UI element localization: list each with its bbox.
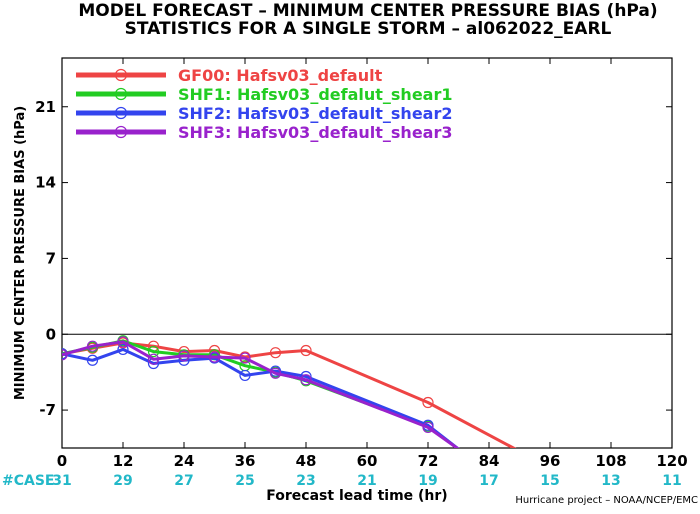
case-count: 29	[113, 473, 132, 489]
legend-marker	[114, 106, 128, 120]
x-tick-label: 96	[540, 452, 561, 470]
x-tick-label: 48	[296, 452, 317, 470]
case-count: 17	[479, 473, 498, 489]
series-point-4	[62, 349, 68, 361]
case-count: 11	[662, 473, 681, 489]
x-tick-label: 120	[656, 452, 687, 470]
x-tick-label: 12	[113, 452, 134, 470]
legend-entry: SHF1: Hafsv03_defalut_shear1	[178, 85, 452, 104]
legend-entry: SHF2: Hafsv03_default_shear2	[178, 104, 452, 123]
legend-entry: SHF3: Hafsv03_default_shear3	[178, 123, 452, 142]
series-point-4	[239, 352, 251, 364]
case-count: 23	[296, 473, 315, 489]
x-tick-label: 84	[479, 452, 500, 470]
credit-text: Hurricane project – NOAA/NCEP/EMC	[515, 495, 698, 506]
case-count: 31	[52, 473, 71, 489]
case-count: 13	[601, 473, 620, 489]
y-axis-ticks: -7 0 7 14 21	[35, 98, 672, 419]
series-point-1	[269, 347, 282, 359]
series-point-3	[117, 343, 129, 356]
y-tick-label: 14	[35, 174, 56, 192]
series-point-3	[300, 370, 312, 383]
series-point-4	[300, 374, 312, 386]
series-point-1	[422, 396, 434, 409]
series-point-4	[208, 351, 221, 363]
y-tick-label: -7	[39, 401, 56, 419]
legend-marker	[114, 87, 128, 101]
x-tick-label: 108	[595, 452, 626, 470]
series-point-3	[86, 354, 99, 366]
case-counts: 31 29 27 25 23 21 19 17 15 13 11	[52, 473, 681, 489]
x-tick-label: 0	[57, 452, 67, 470]
x-tick-label: 72	[418, 452, 439, 470]
legend-entry: GF00: Hafsv03_default	[178, 66, 383, 85]
case-count: 27	[174, 473, 193, 489]
series-point-4	[147, 353, 160, 365]
x-axis-ticks: 0 12 24 36 48 60 72 84 96 108 120	[57, 58, 688, 470]
y-tick-label: 7	[46, 249, 56, 267]
series-point-3	[239, 369, 251, 382]
series-line-1	[62, 341, 517, 448]
y-tick-label: 21	[35, 98, 56, 116]
x-tick-label: 36	[235, 452, 256, 470]
case-count: 21	[357, 473, 376, 489]
chart-title: MODEL FORECAST – MINIMUM CENTER PRESSURE…	[78, 1, 657, 21]
legend-marker	[114, 125, 128, 139]
y-axis-label: MINIMUM CENTER PRESSURE BIAS (hPa)	[13, 106, 28, 400]
x-tick-label: 60	[357, 452, 378, 470]
legend-marker	[114, 68, 128, 82]
series-point-4	[117, 336, 129, 348]
chart-subtitle: STATISTICS FOR A SINGLE STORM – al062022…	[125, 19, 612, 39]
case-label: #CASE	[2, 473, 55, 489]
series-point-4	[178, 350, 190, 362]
series-line-4	[62, 340, 460, 448]
x-tick-label: 24	[174, 452, 195, 470]
series-point-1	[300, 344, 312, 357]
series-line-2	[62, 339, 460, 448]
case-count: 19	[418, 473, 437, 489]
case-count: 25	[235, 473, 254, 489]
series-point-4	[86, 340, 99, 352]
case-count: 15	[540, 473, 559, 489]
series-lines	[62, 335, 517, 448]
series-point-4	[422, 421, 434, 434]
y-tick-label: 0	[46, 325, 56, 343]
series-point-2	[147, 345, 160, 358]
series-point-4	[269, 367, 282, 379]
x-axis-label: Forecast lead time (hr)	[266, 488, 447, 504]
